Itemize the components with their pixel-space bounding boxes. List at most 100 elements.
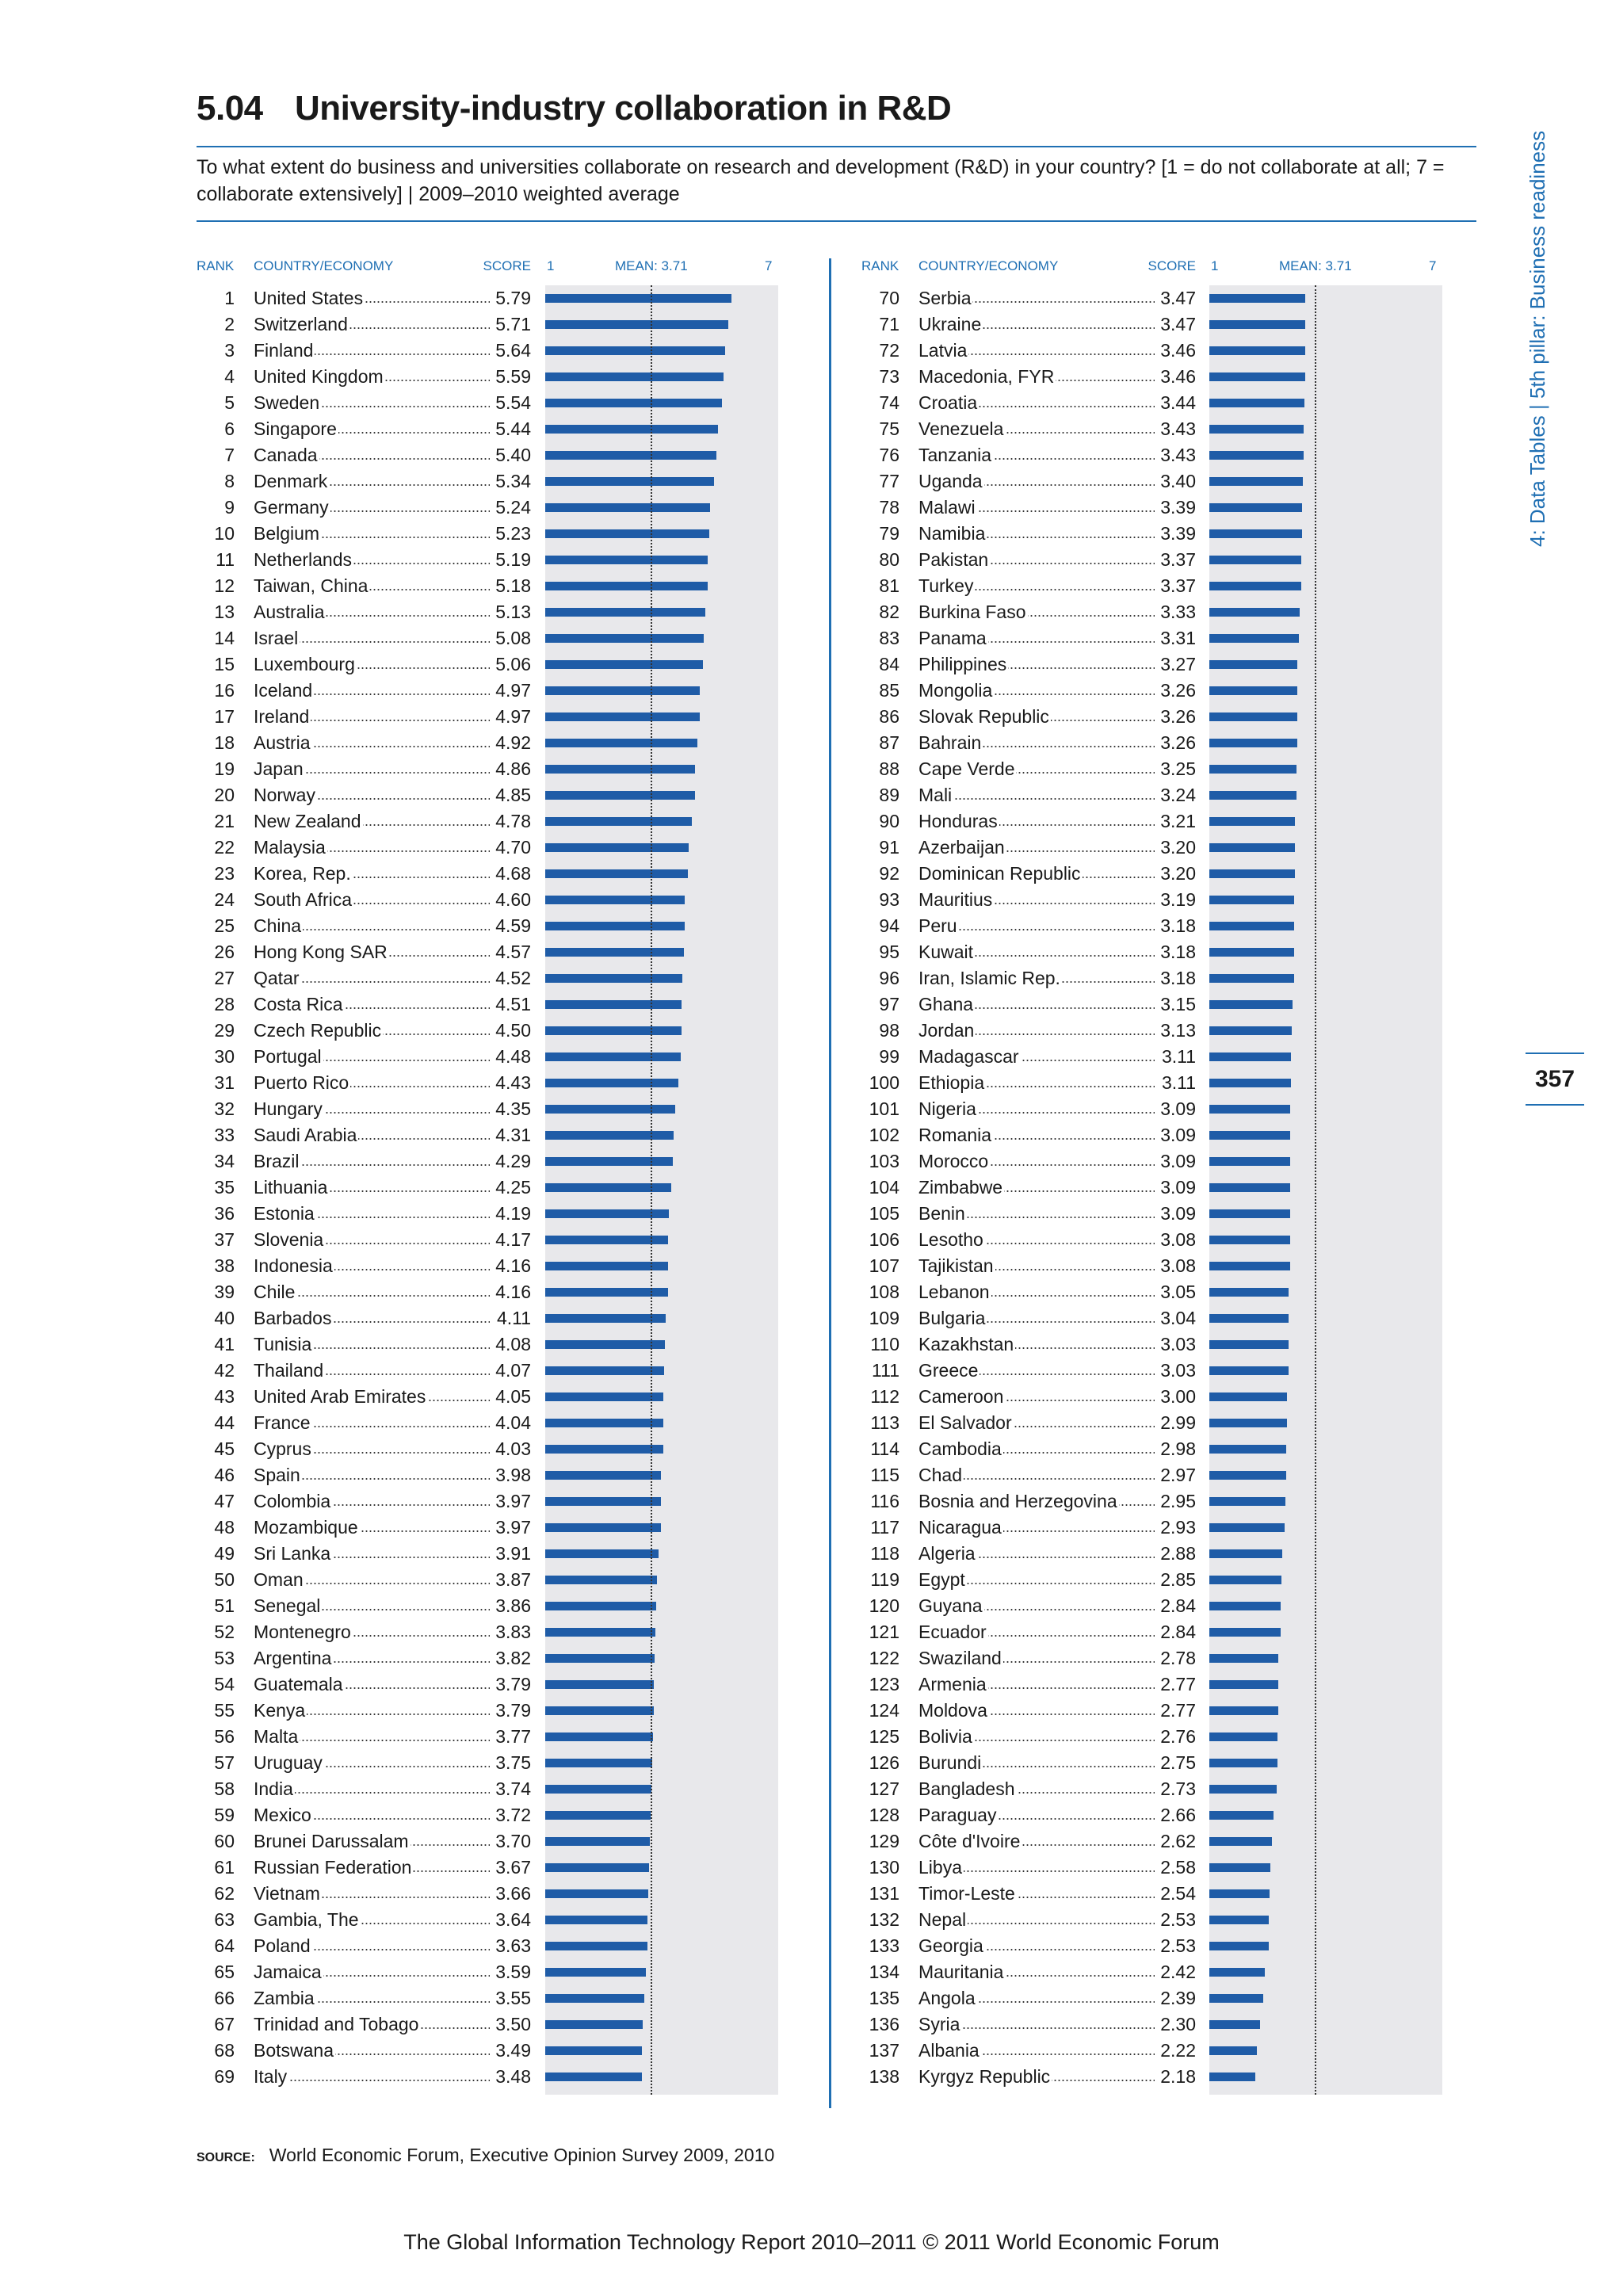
table-row: 7.......................................… [197, 442, 537, 468]
score-bar [545, 2046, 642, 2055]
score-value: 3.46 [1155, 338, 1196, 364]
score-value: 3.75 [490, 1750, 531, 1776]
leader-dots: ........................................… [254, 1702, 531, 1718]
score-bar [545, 1026, 682, 1035]
table-row: 6.......................................… [197, 416, 537, 442]
score-bar [1209, 346, 1305, 355]
leader-dots: ........................................… [918, 918, 1196, 934]
country-name: Turkey [918, 573, 976, 599]
score-value: 4.07 [490, 1358, 531, 1384]
rank-value: 120 [869, 1595, 899, 1616]
rank-value: 14 [214, 628, 235, 648]
score-value: 3.79 [490, 1671, 531, 1698]
score-bar [1209, 2073, 1255, 2081]
rank-value: 132 [869, 1909, 899, 1930]
country-name: Moldova [918, 1698, 989, 1724]
leader-dots: ........................................… [254, 735, 531, 751]
score-value: 2.22 [1155, 2038, 1196, 2064]
score-value: 2.84 [1155, 1619, 1196, 1645]
country-name: Puerto Rico [254, 1070, 351, 1096]
leader-dots: ........................................… [254, 342, 531, 358]
score-bar [1209, 765, 1297, 774]
rank-value: 76 [879, 445, 899, 465]
rank-value: 16 [214, 680, 235, 701]
rank-value: 18 [214, 732, 235, 753]
score-bar [545, 1183, 672, 1192]
score-bar [1209, 634, 1300, 643]
score-value: 3.47 [1155, 285, 1196, 311]
table-row: 106.....................................… [861, 1227, 1202, 1253]
table-row: 105.....................................… [861, 1201, 1202, 1227]
country-name: Slovak Republic [918, 704, 1051, 730]
score-bar [1209, 1837, 1273, 1846]
rank-value: 119 [870, 1569, 899, 1590]
table-row: 26......................................… [197, 939, 537, 965]
table-row: 115.....................................… [861, 1462, 1202, 1488]
score-value: 4.70 [490, 835, 531, 861]
leader-dots: ........................................… [254, 761, 531, 777]
rank-value: 38 [214, 1255, 235, 1276]
table-row: 51......................................… [197, 1593, 537, 1619]
score-bar [545, 1837, 651, 1846]
country-name: Cape Verde [918, 756, 1017, 782]
leader-dots: ........................................… [918, 316, 1196, 332]
country-name: Hong Kong SAR [254, 939, 389, 965]
country-name: Pakistan [918, 547, 991, 573]
rank-value: 26 [214, 942, 235, 962]
score-bar [545, 1105, 676, 1114]
table-row: 84......................................… [861, 651, 1202, 678]
score-bar [545, 1968, 646, 1977]
country-name: Mongolia [918, 678, 995, 704]
country-name: Hungary [254, 1096, 324, 1122]
mean-line [1314, 285, 1316, 2095]
score-bar [1209, 1183, 1291, 1192]
score-bar [545, 608, 706, 617]
score-bar [1209, 425, 1304, 434]
country-name: Israel [254, 625, 300, 651]
country-name: Ireland [254, 704, 311, 730]
table-row: 12......................................… [197, 573, 537, 599]
score-bar [545, 503, 710, 512]
table-row: 111.....................................… [861, 1358, 1202, 1384]
score-bar [1209, 922, 1294, 930]
country-name: Azerbaijan [918, 835, 1006, 861]
country-name: Vietnam [254, 1881, 322, 1907]
table-row: 48......................................… [197, 1515, 537, 1541]
score-bar [545, 1759, 652, 1767]
score-bar [1209, 1000, 1293, 1009]
country-name: Swaziland [918, 1645, 1003, 1671]
col-header-rank: RANK [861, 258, 899, 273]
score-value: 2.18 [1155, 2064, 1196, 2090]
country-name: Timor-Leste [918, 1881, 1017, 1907]
rank-value: 62 [214, 1883, 235, 1904]
score-bar [545, 974, 682, 983]
score-bar [545, 1916, 648, 1924]
score-bar [545, 686, 700, 695]
rank-value: 22 [214, 837, 235, 858]
score-bar [545, 399, 722, 407]
country-name: Georgia [918, 1933, 985, 1959]
table-row: 34......................................… [197, 1148, 537, 1175]
score-value: 3.26 [1155, 704, 1196, 730]
rank-value: 89 [879, 785, 899, 805]
rank-value: 127 [869, 1778, 899, 1799]
rank-value: 79 [879, 523, 899, 544]
country-name: Uruguay [254, 1750, 324, 1776]
country-name: Mexico [254, 1802, 313, 1828]
leader-dots: ........................................… [254, 1885, 531, 1901]
rank-value: 130 [869, 1857, 899, 1878]
score-bar [545, 1340, 665, 1349]
country-name: Thailand [254, 1358, 326, 1384]
score-bar [1209, 1209, 1291, 1218]
leader-dots: ........................................… [918, 2042, 1196, 2058]
table-row: 101.....................................… [861, 1096, 1202, 1122]
rank-value: 77 [879, 471, 899, 491]
score-value: 4.29 [490, 1148, 531, 1175]
country-name: Bosnia and Herzegovina [918, 1488, 1119, 1515]
rank-value: 136 [869, 2014, 899, 2034]
score-value: 3.63 [490, 1933, 531, 1959]
country-name: Qatar [254, 965, 301, 991]
country-name: Malta [254, 1724, 300, 1750]
rank-value: 10 [214, 523, 235, 544]
leader-dots: ........................................… [918, 996, 1196, 1012]
